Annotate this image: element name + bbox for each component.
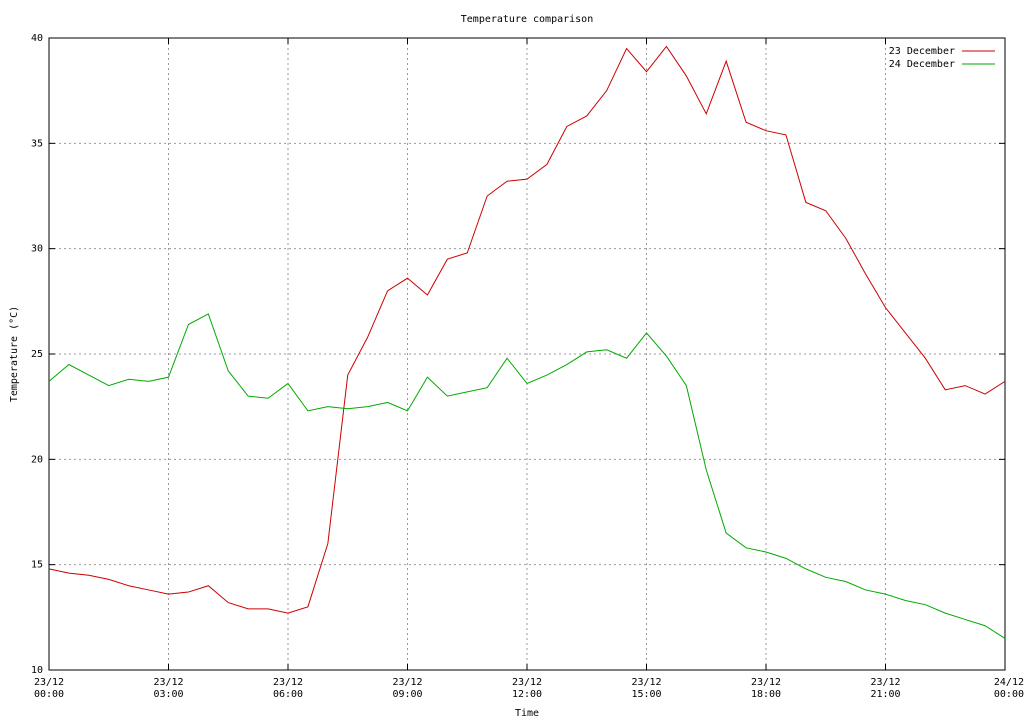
y-tick-label: 25 (31, 349, 43, 360)
y-tick-label: 35 (31, 138, 43, 149)
x-tick-label: 23/12 18:00 (750, 677, 782, 700)
plot-frame (48, 37, 1006, 671)
x-tick-label: 23/12 15:00 (631, 677, 662, 700)
x-tick-label: 23/12 09:00 (392, 677, 423, 700)
legend-label: 23 December (889, 46, 955, 57)
legend-label: 24 December (889, 59, 955, 70)
x-axis-label: Time (515, 708, 539, 719)
data-line (48, 45, 1006, 614)
y-tick-label: 30 (31, 244, 43, 255)
x-tick-label: 23/12 03:00 (153, 677, 184, 700)
chart-title: Temperature comparison (461, 14, 593, 25)
x-tick-label: 23/12 21:00 (870, 677, 901, 700)
x-tick-label: 23/12 00:00 (33, 677, 65, 700)
y-axis-label: Temperature (°C) (9, 306, 20, 402)
y-tick-label: 10 (31, 665, 43, 676)
x-tick-label: 23/12 06:00 (272, 677, 304, 700)
y-tick-label: 15 (31, 560, 43, 571)
y-tick-label: 40 (31, 33, 43, 44)
x-tick-label: 24/12 00:00 (993, 677, 1024, 700)
x-tick-label: 23/12 12:00 (511, 677, 543, 700)
data-line (48, 313, 1006, 639)
y-tick-label: 20 (31, 454, 43, 465)
